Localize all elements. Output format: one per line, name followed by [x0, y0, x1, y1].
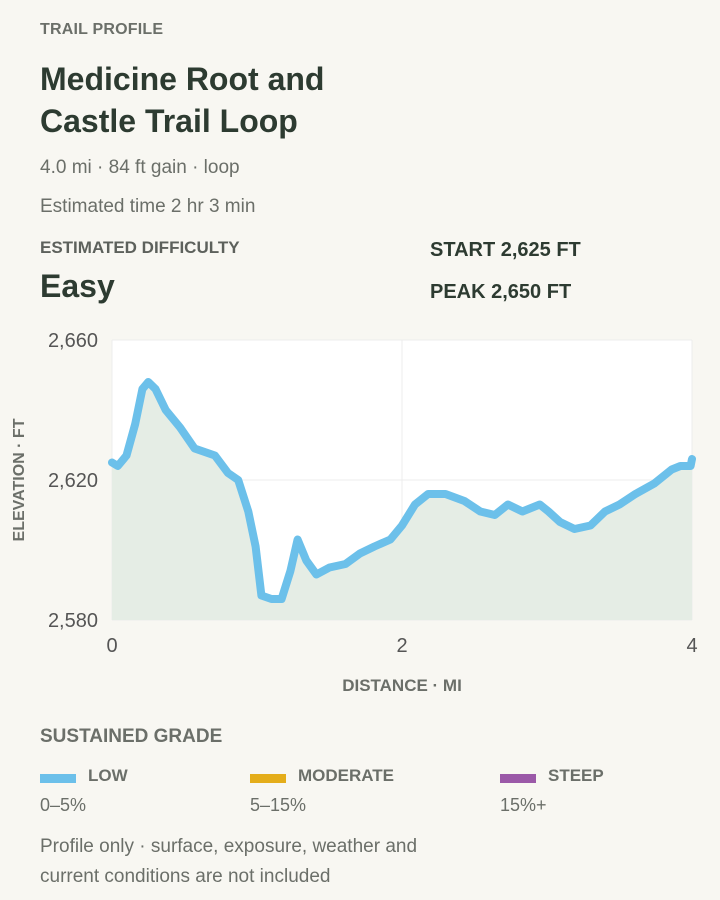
legend-name: STEEP — [548, 766, 604, 785]
legend-name: LOW — [88, 766, 128, 785]
legend-title: SUSTAINED GRADE — [40, 726, 223, 747]
y-tick-label: 2,620 — [48, 470, 98, 492]
x-tick-label: 2 — [396, 635, 407, 657]
legend-swatch — [40, 774, 76, 783]
difficulty-label: ESTIMATED DIFFICULTY — [40, 238, 240, 257]
x-tick-label: 0 — [106, 635, 117, 657]
start-elevation: START 2,625 FT — [430, 239, 581, 261]
trail-title: Medicine Root and Castle Trail Loop — [40, 61, 325, 139]
trail-stats: 4.0 mi · 84 ft gain · loop — [40, 157, 240, 178]
legend-range: 0–5% — [40, 795, 87, 815]
peak-elevation: PEAK 2,650 FT — [430, 281, 572, 303]
legend-range: 15%+ — [500, 795, 547, 815]
elevation-line — [108, 378, 696, 603]
x-axis-label: DISTANCE · MI — [342, 676, 462, 695]
footnote: Profile only · surface, exposure, weathe… — [40, 836, 418, 887]
y-tick-label: 2,580 — [48, 610, 98, 632]
x-tick-label: 4 — [686, 635, 697, 657]
legend-swatch — [250, 774, 286, 783]
trail-time: Estimated time 2 hr 3 min — [40, 196, 256, 217]
y-axis-label: ELEVATION · FT — [11, 418, 28, 541]
legend-range: 5–15% — [250, 795, 307, 815]
eyebrow: TRAIL PROFILE — [40, 21, 164, 38]
y-tick-label: 2,660 — [48, 330, 98, 352]
legend-name: MODERATE — [298, 766, 395, 785]
difficulty-value: Easy — [40, 268, 115, 304]
elevation-chart: 2,580 2,620 2,660 0 2 4 DISTANCE · MI ELEVATION… — [11, 330, 698, 695]
legend-swatch — [500, 774, 536, 783]
